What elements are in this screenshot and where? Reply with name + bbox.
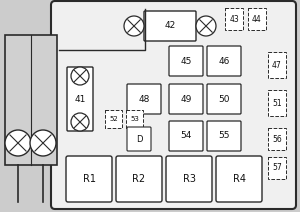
Bar [5, 35, 57, 165]
FancyBboxPatch shape [116, 156, 162, 202]
Bar [268, 52, 286, 78]
Circle shape [71, 113, 89, 131]
Text: 47: 47 [272, 60, 282, 70]
Bar [225, 8, 243, 30]
FancyBboxPatch shape [127, 127, 151, 151]
Bar [126, 110, 143, 128]
Text: 48: 48 [138, 95, 150, 103]
FancyBboxPatch shape [207, 46, 241, 76]
Bar [105, 110, 122, 128]
Text: R4: R4 [232, 174, 245, 184]
Bar [268, 90, 286, 116]
Text: 56: 56 [272, 134, 282, 144]
Text: 54: 54 [180, 131, 192, 141]
FancyBboxPatch shape [169, 84, 203, 114]
Text: 41: 41 [74, 95, 86, 103]
Text: 51: 51 [272, 99, 282, 107]
Text: 49: 49 [180, 95, 192, 103]
Text: D: D [136, 134, 142, 144]
FancyBboxPatch shape [216, 156, 262, 202]
FancyBboxPatch shape [127, 84, 161, 114]
Bar [268, 128, 286, 150]
FancyBboxPatch shape [166, 156, 212, 202]
Text: R3: R3 [182, 174, 196, 184]
FancyBboxPatch shape [207, 84, 241, 114]
FancyBboxPatch shape [169, 121, 203, 151]
Circle shape [124, 16, 144, 36]
Circle shape [5, 130, 31, 156]
Text: 52: 52 [109, 116, 118, 122]
Text: 44: 44 [252, 14, 262, 24]
Text: 55: 55 [218, 131, 230, 141]
FancyBboxPatch shape [207, 121, 241, 151]
Circle shape [71, 67, 89, 85]
Bar [268, 157, 286, 179]
FancyBboxPatch shape [51, 1, 296, 209]
Text: 45: 45 [180, 57, 192, 66]
Text: R1: R1 [82, 174, 95, 184]
FancyBboxPatch shape [144, 11, 196, 41]
Bar [248, 8, 266, 30]
Text: R2: R2 [132, 174, 146, 184]
FancyBboxPatch shape [169, 46, 203, 76]
Circle shape [196, 16, 216, 36]
Circle shape [30, 130, 56, 156]
Text: 57: 57 [272, 163, 282, 173]
FancyBboxPatch shape [66, 156, 112, 202]
Polygon shape [59, 9, 145, 50]
Text: 42: 42 [164, 21, 175, 31]
FancyBboxPatch shape [67, 67, 93, 131]
Text: 53: 53 [130, 116, 139, 122]
Text: 50: 50 [218, 95, 230, 103]
Text: 46: 46 [218, 57, 230, 66]
Text: 43: 43 [229, 14, 239, 24]
